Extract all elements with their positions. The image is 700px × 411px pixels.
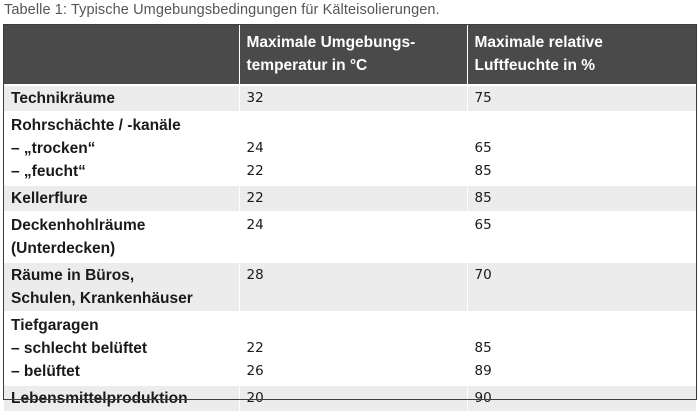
cell-line: 85 [474, 190, 492, 206]
row-label-cell: Deckenhohlräume (Unterdecken) [4, 211, 239, 262]
temperature-cell: 22 26 [238, 311, 467, 385]
cell-line: 89 [474, 363, 492, 379]
header-cell-temperature: Maximale Umgebungs- temperatur in °C [238, 25, 467, 85]
cell-line: 22 [246, 340, 264, 356]
humidity-cell: 70 [466, 261, 696, 312]
row-label-cell: Kellerflure [4, 184, 239, 212]
header-line: Maximale relative [474, 34, 603, 51]
cell-line [247, 114, 461, 137]
cell-line [475, 114, 691, 137]
cell-line: – „trocken“ [11, 140, 96, 157]
cell-line: (Unterdecken) [11, 240, 116, 257]
cell-line: Tiefgaragen [11, 317, 99, 334]
cell-line: 20 [246, 390, 264, 406]
cell-line: 65 [474, 217, 492, 233]
humidity-cell: 75 [466, 84, 696, 112]
header-line: temperatur in °C [246, 57, 368, 74]
table-row: Technikräume 32 75 [4, 84, 696, 112]
row-label-cell: Tiefgaragen – schlecht belüftet – belüftet [4, 311, 239, 385]
cell-line [475, 314, 691, 337]
table-caption: Tabelle 1: Typische Umgebungsbedingungen… [4, 2, 440, 18]
cell-line: Deckenhohlräume [11, 217, 146, 234]
table-row: Rohrschächte / -kanäle – „trocken“ – „feuc… [4, 111, 696, 185]
table-row: Deckenhohlräume (Unterdecken) 24 65 [4, 211, 696, 262]
temperature-cell: 22 [238, 184, 467, 212]
temperature-cell: 20 [238, 384, 467, 411]
temperature-cell: 24 22 [238, 111, 467, 185]
row-label-cell: Räume in Büros, Schulen, Krankenhäuser [4, 261, 239, 312]
cell-line: Lebensmittelproduktion [11, 390, 188, 407]
temperature-cell: 32 [238, 84, 467, 112]
environment-conditions-table: Maximale Umgebungs- temperatur in °C Max… [4, 25, 696, 411]
cell-line: 22 [246, 163, 264, 179]
table-row: Lebensmittelproduktion 20 90 [4, 384, 696, 411]
temperature-cell: 28 [238, 261, 467, 312]
humidity-cell: 90 [466, 384, 696, 411]
cell-line: 75 [474, 90, 492, 106]
cell-line: Rohrschächte / -kanäle [11, 117, 181, 134]
humidity-cell: 85 [466, 184, 696, 212]
row-label-cell: Rohrschächte / -kanäle – „trocken“ – „feuc… [4, 111, 239, 185]
cell-line: 70 [474, 267, 492, 283]
row-label-cell: Technikräume [4, 84, 239, 112]
cell-line: Räume in Büros, [11, 267, 135, 284]
cell-line: 22 [246, 190, 264, 206]
header-cell-category [4, 25, 239, 85]
header-line: Maximale Umgebungs- [246, 34, 416, 51]
cell-line: 85 [474, 340, 492, 356]
cell-line: Technikräume [11, 90, 115, 107]
humidity-cell: 65 85 [466, 111, 696, 185]
table-row: Kellerflure 22 85 [4, 184, 696, 212]
cell-line: 90 [474, 390, 492, 406]
cell-line: 24 [246, 217, 264, 233]
temperature-cell: 24 [238, 211, 467, 262]
cell-line: – „feucht“ [11, 163, 86, 180]
humidity-cell: 85 89 [466, 311, 696, 385]
header-cell-humidity: Maximale relative Luftfeuchte in % [466, 25, 696, 85]
cell-line: 65 [474, 140, 492, 156]
cell-line [247, 314, 461, 337]
table-row: Tiefgaragen – schlecht belüftet – belüftet… [4, 311, 696, 385]
cell-line: – schlecht belüftet [11, 340, 148, 357]
cell-line: 24 [246, 140, 264, 156]
cell-line: 28 [246, 267, 264, 283]
header-line: Luftfeuchte in % [474, 57, 596, 74]
row-label-cell: Lebensmittelproduktion [4, 384, 239, 411]
cell-line: 32 [246, 90, 264, 106]
humidity-cell: 65 [466, 211, 696, 262]
header-row: Maximale Umgebungs- temperatur in °C Max… [4, 25, 696, 85]
table-row: Räume in Büros, Schulen, Krankenhäuser 28 7… [4, 261, 696, 312]
cell-line: 85 [474, 163, 492, 179]
cell-line: 26 [246, 363, 264, 379]
cell-line: Kellerflure [11, 190, 88, 207]
cell-line: Schulen, Krankenhäuser [11, 290, 193, 307]
cell-line: – belüftet [11, 363, 80, 380]
